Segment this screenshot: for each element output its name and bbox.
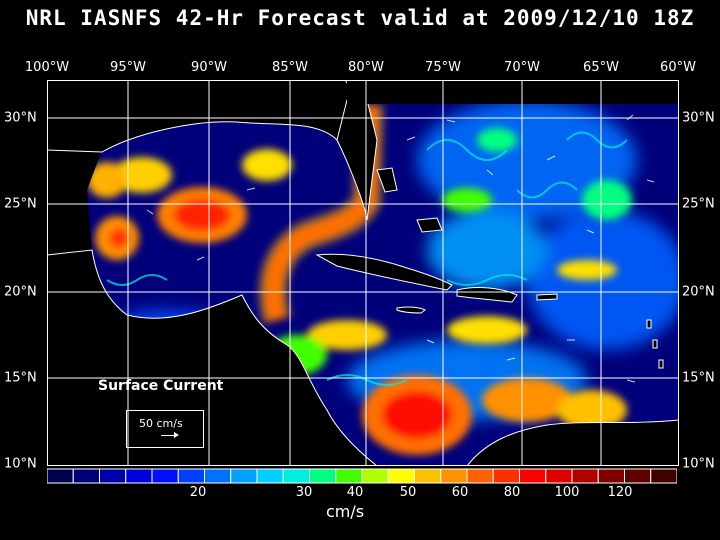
colorbar-tick-label: 40	[346, 485, 364, 500]
surface-current-label: Surface Current	[98, 378, 224, 394]
colorbar-swatch	[309, 468, 337, 484]
land-masses	[47, 80, 679, 466]
colorbar	[47, 468, 677, 484]
colorbar-tick-label: 60	[451, 485, 469, 500]
lon-label: 60°W	[660, 60, 696, 75]
lon-label: 75°W	[425, 60, 461, 75]
colorbar-swatch	[519, 468, 547, 484]
current-map	[47, 80, 679, 466]
lon-label: 100°W	[24, 60, 70, 75]
colorbar-swatch	[177, 468, 205, 484]
colorbar-swatch	[125, 468, 153, 484]
colorbar-swatch	[151, 468, 179, 484]
lat-label-left: 30°N	[4, 110, 37, 126]
lon-label: 65°W	[583, 60, 619, 75]
lon-label: 70°W	[504, 60, 540, 75]
colorbar-swatch	[650, 468, 677, 484]
lat-label-right: 10°N	[682, 456, 715, 472]
colorbar-tick-label: 20	[189, 485, 207, 500]
colorbar-swatch	[204, 468, 232, 484]
colorbar-swatch	[466, 468, 494, 484]
lat-label-right: 20°N	[682, 284, 715, 300]
colorbar-tick-label: 30	[295, 485, 313, 500]
colorbar-swatch	[335, 468, 363, 484]
map-title: NRL IASNFS 42-Hr Forecast valid at 2009/…	[25, 6, 695, 30]
colorbar-swatch	[440, 468, 468, 484]
colorbar-units: cm/s	[325, 502, 365, 521]
colorbar-swatch	[72, 468, 100, 484]
graticule	[47, 80, 679, 466]
colorbar-swatch	[256, 468, 284, 484]
colorbar-swatch	[545, 468, 573, 484]
lon-label: 85°W	[272, 60, 308, 75]
colorbar-swatch	[414, 468, 442, 484]
colorbar-swatch	[282, 468, 310, 484]
colorbar-swatch	[624, 468, 652, 484]
colorbar-swatch	[361, 468, 389, 484]
current-vectors	[146, 114, 655, 383]
lat-label-left: 15°N	[4, 370, 37, 386]
lat-label-right: 15°N	[682, 370, 715, 386]
reference-vector-label: 50 cm/s	[139, 417, 183, 430]
lon-label: 95°W	[110, 60, 146, 75]
colorbar-swatch	[99, 468, 127, 484]
lat-label-left: 10°N	[4, 456, 37, 472]
colorbar-swatch	[492, 468, 520, 484]
colorbar-swatch	[47, 468, 74, 484]
colorbar-tick-label: 80	[503, 485, 521, 500]
colorbar-swatch	[230, 468, 258, 484]
colorbar-swatch	[571, 468, 599, 484]
lat-label-right: 30°N	[682, 110, 715, 126]
colorbar-tick-label: 50	[399, 485, 417, 500]
lat-label-left: 25°N	[4, 196, 37, 212]
colorbar-swatch	[387, 468, 415, 484]
colorbar-swatch	[597, 468, 625, 484]
lon-label: 90°W	[191, 60, 227, 75]
map-frame	[47, 80, 679, 466]
lat-label-left: 20°N	[4, 284, 37, 300]
reference-arrow-icon	[161, 432, 179, 438]
reference-vector-box: 50 cm/s	[126, 410, 204, 448]
lat-label-right: 25°N	[682, 196, 715, 212]
colorbar-tick-label: 100	[554, 485, 580, 500]
colorbar-tick-label: 120	[607, 485, 633, 500]
lon-label: 80°W	[348, 60, 384, 75]
